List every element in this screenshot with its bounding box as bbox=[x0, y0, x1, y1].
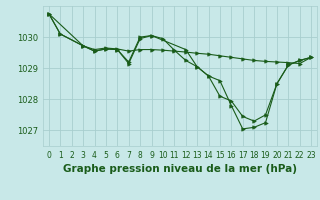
X-axis label: Graphe pression niveau de la mer (hPa): Graphe pression niveau de la mer (hPa) bbox=[63, 164, 297, 174]
